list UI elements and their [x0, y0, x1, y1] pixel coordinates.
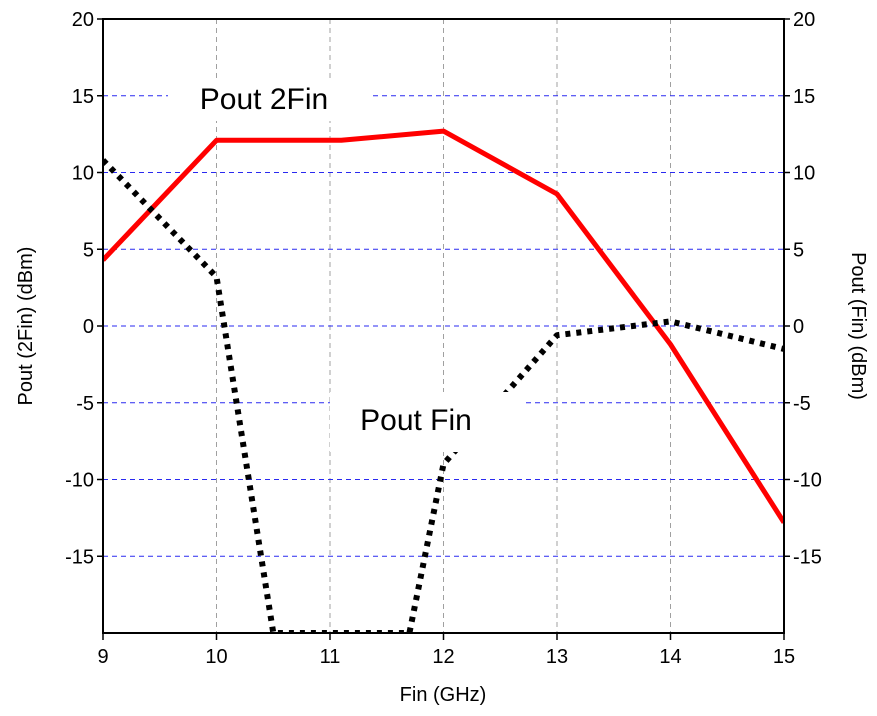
x-tick-label: 13 [546, 646, 568, 668]
y-tick-label-left: -10 [65, 470, 94, 492]
x-tick-label: 9 [97, 646, 108, 668]
series-layer [103, 128, 784, 633]
y-axis-title-right: Pout (Fin) (dBm) [847, 252, 869, 400]
y-tick-label-left: -15 [65, 546, 94, 568]
y-tick-label-left: -5 [76, 393, 94, 415]
x-tick-label: 12 [432, 646, 454, 668]
y-tick-label-right: -5 [793, 393, 811, 415]
y-axis-title-left: Pout (2Fin) (dBm) [15, 247, 37, 406]
y-tick-label-left: 10 [72, 163, 94, 185]
annotation-pout-2fin: Pout 2Fin [200, 83, 328, 116]
annotation-bg-pout-fin [330, 392, 522, 452]
y-tick-label-left: 20 [72, 9, 94, 31]
annotation-layer: Pout 2Fin Pout Fin [168, 79, 522, 452]
y-tick-label-right: 0 [793, 316, 804, 338]
ticks: 9 10 11 12 13 14 15 -15 -15 -10 -10 -5 -5 0 0 5 5 10 10 15 1… [65, 9, 822, 668]
y-tick-label-right: 5 [793, 239, 804, 261]
grid [103, 19, 784, 633]
y-tick-label-left: 0 [83, 316, 94, 338]
y-tick-label-left: 5 [83, 239, 94, 261]
x-tick-label: 10 [205, 646, 227, 668]
y-tick-label-right: -10 [793, 470, 822, 492]
annotation-bg-pout-2fin [168, 79, 370, 121]
x-tick-label: 15 [773, 646, 795, 668]
series-line-pout-fin [103, 158, 784, 633]
y-tick-label-right: 10 [793, 163, 815, 185]
x-tick-label: 11 [320, 646, 341, 668]
series-line-pout-2fin [103, 128, 784, 524]
x-tick-label: 14 [659, 646, 681, 668]
x-axis-title: Fin (GHz) [400, 684, 487, 706]
y-tick-label-right: -15 [793, 546, 822, 568]
annotation-pout-fin: Pout Fin [360, 404, 472, 437]
y-tick-label-right: 20 [793, 9, 815, 31]
y-tick-label-left: 15 [72, 86, 94, 108]
y-tick-label-right: 15 [793, 86, 815, 108]
